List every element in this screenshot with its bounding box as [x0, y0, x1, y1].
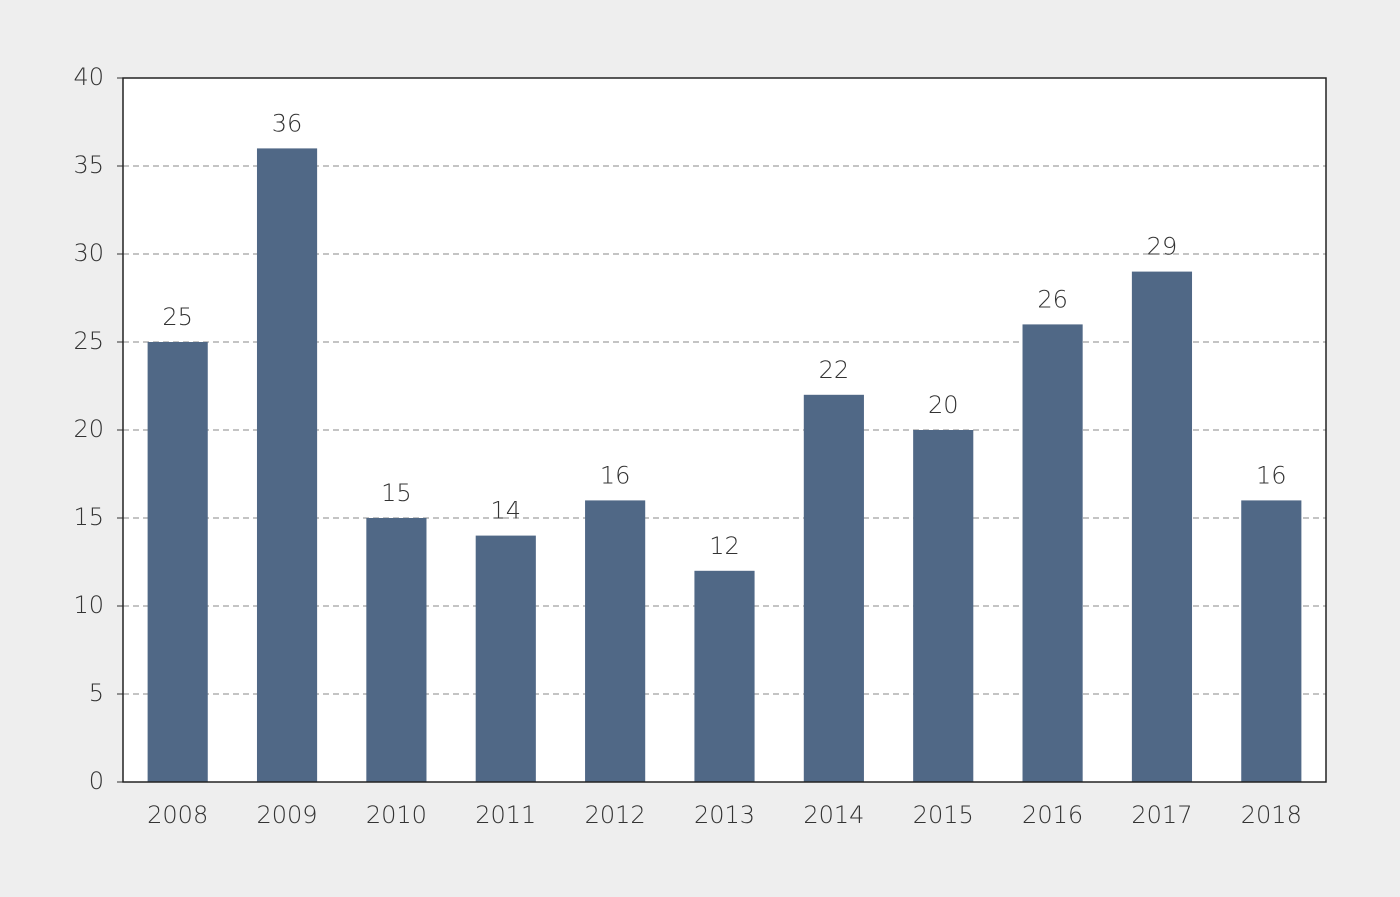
y-tick-label: 0: [89, 767, 104, 795]
plot-frame: [122, 77, 1327, 783]
value-label: 14: [490, 497, 521, 525]
x-tick-label: 2010: [366, 801, 427, 829]
y-tick-label: 10: [73, 591, 104, 619]
value-label: 36: [272, 109, 303, 137]
value-label: 26: [1037, 285, 1068, 313]
y-tick-label: 40: [73, 63, 104, 91]
x-tick-label: 2009: [257, 801, 318, 829]
x-tick-label: 2015: [913, 801, 974, 829]
x-tick-label: 2017: [1131, 801, 1192, 829]
x-tick-label: 2011: [475, 801, 536, 829]
x-tick-label: 2008: [147, 801, 208, 829]
y-tick-label: 30: [73, 239, 104, 267]
x-tick-label: 2014: [803, 801, 864, 829]
bars: [147, 148, 1302, 782]
y-tick-label: 15: [73, 503, 104, 531]
value-label: 15: [381, 479, 412, 507]
y-tick-label: 20: [73, 415, 104, 443]
bar: [256, 148, 318, 782]
x-tick-label: 2013: [694, 801, 755, 829]
bar: [1022, 324, 1083, 782]
value-label: 22: [819, 356, 850, 384]
value-label: 16: [600, 461, 631, 489]
y-tick-label: 35: [73, 151, 104, 179]
bar: [475, 535, 536, 782]
x-tick-label: 2012: [585, 801, 646, 829]
x-tick-label: 2016: [1022, 801, 1083, 829]
bar: [803, 394, 864, 782]
bar: [366, 518, 427, 782]
bar: [585, 500, 646, 782]
y-tick-label: 5: [89, 679, 104, 707]
bar: [694, 570, 755, 782]
bar: [1131, 271, 1193, 782]
value-label: 12: [709, 532, 740, 560]
value-label: 20: [928, 391, 959, 419]
value-label: 16: [1256, 461, 1287, 489]
x-tick-label: 2018: [1241, 801, 1302, 829]
bar: [147, 342, 208, 782]
value-label: 29: [1147, 233, 1178, 261]
y-tick-label: 25: [73, 327, 104, 355]
bar: [913, 430, 974, 782]
bar: [1241, 500, 1302, 782]
value-label: 25: [162, 303, 193, 331]
